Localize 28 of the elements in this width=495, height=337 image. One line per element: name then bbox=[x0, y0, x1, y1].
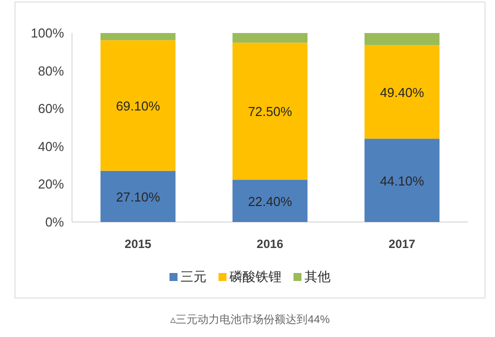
x-tick-label: 2015 bbox=[124, 237, 152, 251]
data-label: 44.10% bbox=[380, 173, 424, 188]
y-tick-label: 20% bbox=[38, 176, 64, 192]
x-tick-label: 2016 bbox=[256, 237, 284, 251]
y-tick-label: 80% bbox=[38, 63, 64, 78]
x-tick-label: 2017 bbox=[388, 237, 416, 251]
bar bbox=[232, 180, 308, 222]
data-label: 69.10% bbox=[116, 98, 160, 114]
data-label: 22.40% bbox=[248, 194, 292, 209]
bar bbox=[100, 170, 176, 222]
bar bbox=[100, 33, 176, 40]
y-tick-label: 100% bbox=[30, 26, 64, 40]
data-label: 27.10% bbox=[116, 189, 160, 204]
legend-label: 其他 bbox=[304, 269, 330, 284]
bar bbox=[232, 42, 308, 180]
legend-label: 磷酸铁锂 bbox=[228, 269, 282, 284]
y-tick-label: 60% bbox=[38, 101, 64, 116]
bar bbox=[364, 45, 440, 139]
legend-label: 三元 bbox=[180, 269, 206, 284]
y-tick-label: 40% bbox=[38, 138, 64, 154]
y-tick-label: 0% bbox=[45, 214, 64, 230]
bar bbox=[364, 138, 440, 222]
bar bbox=[364, 33, 440, 46]
text: ▵三元动力电池市场份额达到44% bbox=[170, 313, 330, 326]
bar bbox=[100, 40, 176, 171]
data-label: 72.50% bbox=[248, 104, 292, 120]
bar bbox=[232, 33, 308, 43]
data-label: 49.40% bbox=[380, 84, 424, 100]
